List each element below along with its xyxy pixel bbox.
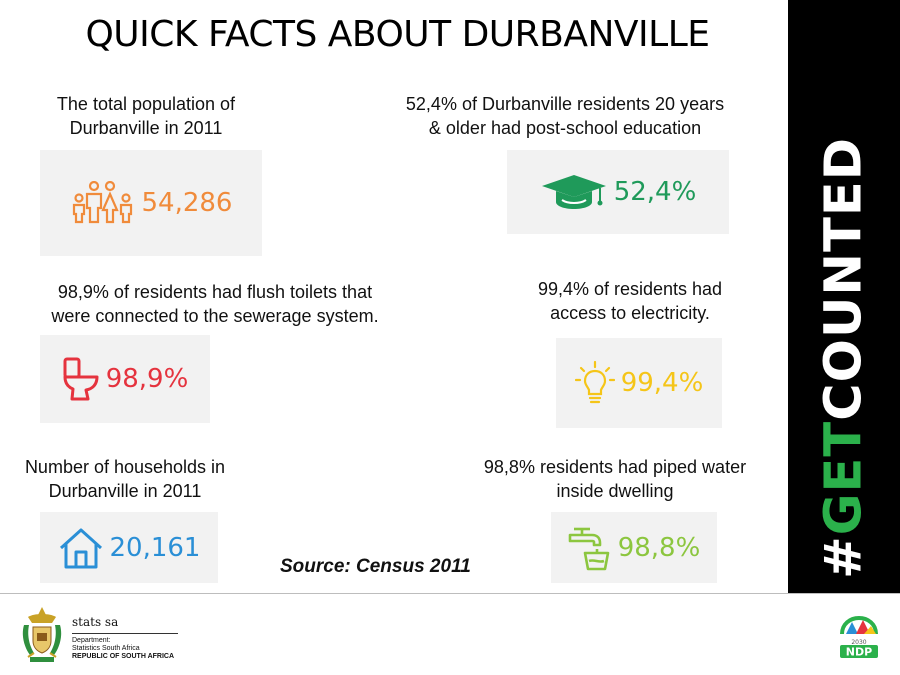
footer-divider xyxy=(0,593,900,594)
ndp-text: NDP xyxy=(846,646,872,659)
toilet-icon xyxy=(63,357,99,401)
households-label: Number of households in Durbanville in 2… xyxy=(5,455,245,503)
coat-of-arms-icon xyxy=(22,607,62,662)
getcounted-sidebar xyxy=(788,0,900,593)
water-label-line2: inside dwelling xyxy=(556,481,674,501)
water-value: 98,8% xyxy=(617,532,701,563)
population-label-line1: The total population of xyxy=(56,94,236,114)
electricity-card: 99,4% xyxy=(556,338,722,428)
electricity-value: 99,4% xyxy=(620,368,704,398)
electricity-label: 99,4% of residents had access to electri… xyxy=(505,277,755,325)
households-value: 20,161 xyxy=(109,532,201,563)
house-icon xyxy=(59,528,102,568)
toilets-label-line2: were connected to the sewerage system. xyxy=(51,306,379,326)
ndp-logo: 2030 NDP xyxy=(840,615,878,659)
water-label-line1: 98,8% residents had piped water xyxy=(483,457,747,477)
hashtag-accent: GET xyxy=(814,420,874,536)
population-label: The total population of Durbanville in 2… xyxy=(28,92,264,140)
agency-divider xyxy=(72,633,178,634)
graduation-cap-icon xyxy=(541,175,606,209)
water-tap-icon xyxy=(568,527,609,570)
agency-name: stats sa xyxy=(72,615,119,629)
hashtag-rest: COUNTED xyxy=(814,136,874,421)
getcounted-hashtag: #GETCOUNTED xyxy=(815,137,874,579)
toilets-label: 98,9% of residents had flush toilets tha… xyxy=(22,280,408,328)
hashtag-prefix: # xyxy=(814,535,874,580)
households-label-line1: Number of households in xyxy=(24,457,226,477)
population-card: 54,286 xyxy=(40,150,262,256)
education-value: 52,4% xyxy=(613,177,697,207)
toilets-value: 98,9% xyxy=(105,364,189,394)
population-value: 54,286 xyxy=(141,188,233,218)
education-label: 52,4% of Durbanville residents 20 years … xyxy=(372,92,758,140)
electricity-label-line2: access to electricity. xyxy=(550,303,710,323)
lightbulb-icon xyxy=(574,360,615,404)
education-label-line2: & older had post-school education xyxy=(428,118,702,138)
page-title: QUICK FACTS ABOUT DURBANVILLE xyxy=(85,14,710,55)
source-note: Source: Census 2011 xyxy=(280,556,471,577)
agency-department: Department: xyxy=(72,637,111,644)
water-label: 98,8% residents had piped water inside d… xyxy=(455,455,775,503)
households-label-line2: Durbanville in 2011 xyxy=(48,481,202,501)
education-label-line1: 52,4% of Durbanville residents 20 years xyxy=(405,94,725,114)
agency-country: REPUBLIC OF SOUTH AFRICA xyxy=(72,653,175,660)
ndp-year: 2030 xyxy=(851,639,866,646)
agency-department-name: Statistics South Africa xyxy=(72,645,140,652)
electricity-label-line1: 99,4% of residents had xyxy=(537,279,723,299)
households-card: 20,161 xyxy=(40,512,218,583)
toilets-card: 98,9% xyxy=(40,335,210,423)
population-label-line2: Durbanville in 2011 xyxy=(69,118,223,138)
toilets-label-line1: 98,9% of residents had flush toilets tha… xyxy=(57,282,373,302)
education-card: 52,4% xyxy=(507,150,729,234)
family-icon xyxy=(72,181,132,224)
water-card: 98,8% xyxy=(551,512,717,583)
